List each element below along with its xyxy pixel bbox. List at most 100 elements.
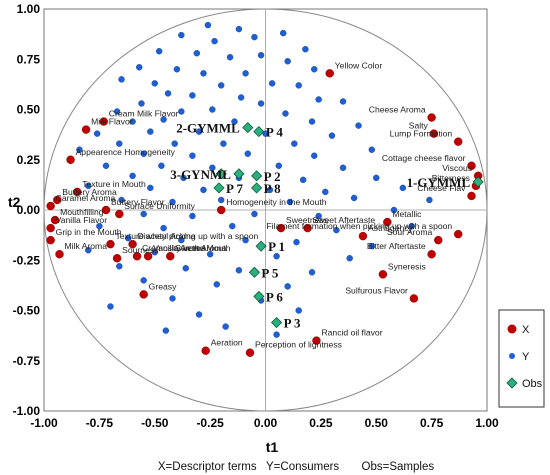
descriptor-point — [383, 217, 392, 227]
descriptor-point — [427, 113, 436, 122]
consumer-point — [151, 249, 158, 256]
consumer-point — [213, 281, 220, 288]
descriptor-label: Cheese Aroma — [369, 105, 426, 115]
consumer-point — [231, 118, 238, 125]
consumer-point — [262, 130, 269, 137]
consumer-point — [286, 198, 294, 206]
x-tick-label: -0.25 — [196, 416, 224, 430]
consumer-point — [222, 323, 229, 330]
consumer-point — [284, 283, 291, 290]
consumer-point — [138, 100, 145, 107]
sample-label: P 5 — [261, 265, 278, 280]
consumer-point — [273, 331, 280, 338]
sample-point — [253, 126, 265, 138]
sample-point — [255, 240, 267, 252]
consumer-point — [293, 238, 300, 246]
consumer-point — [257, 52, 265, 59]
sample-label: P 6 — [266, 289, 283, 304]
consumer-point — [355, 122, 362, 129]
consumer-point — [96, 222, 103, 230]
consumer-point — [211, 37, 218, 45]
descriptor-points — [46, 69, 483, 357]
sample-point — [251, 182, 263, 194]
descriptor-point — [139, 290, 148, 299]
x-tick-label: 0.00 — [254, 416, 278, 430]
consumer-point — [129, 118, 136, 125]
descriptor-point — [245, 348, 255, 357]
descriptor-point — [166, 252, 175, 261]
consumer-point — [237, 94, 245, 101]
descriptor-point — [312, 336, 321, 345]
descriptor-label: Perception of lightness — [255, 340, 342, 350]
descriptor-point — [55, 250, 64, 259]
descriptor-label: Aeration — [211, 338, 243, 348]
consumer-point — [102, 162, 110, 169]
consumer-point — [147, 128, 154, 135]
consumer-point — [164, 90, 172, 97]
consumer-point — [308, 118, 316, 125]
consumer-point — [118, 196, 125, 204]
descriptor-point — [429, 129, 439, 138]
consumer-point — [195, 311, 203, 318]
consumer-point — [275, 162, 282, 169]
consumer-point — [124, 234, 132, 242]
descriptor-point — [325, 69, 334, 78]
consumer-point — [85, 246, 92, 254]
descriptor-point — [73, 187, 82, 197]
consumer-point — [368, 242, 376, 250]
descriptor-label: Astringency — [368, 223, 414, 233]
sample-label: 3-GYNML — [170, 167, 231, 182]
consumer-point — [189, 212, 196, 220]
consumer-point — [308, 269, 316, 276]
descriptor-label: Cremosity in the Mouth — [142, 243, 231, 253]
consumer-point — [315, 212, 322, 220]
y-tick-labels: 1.00 0.75 0.50 0.25 0.00 -0.25 -0.50 -0.75 -1.00 — [13, 2, 41, 418]
consumer-point — [169, 198, 176, 206]
sample-point — [472, 176, 484, 188]
descriptor-label: Mouthfilling — [60, 207, 104, 217]
descriptor-label: Sulfurous Flavor — [345, 285, 408, 295]
sample-label: P 2 — [264, 169, 281, 184]
sample-point — [253, 290, 265, 302]
consumer-point — [280, 29, 287, 37]
sample-label: 1-GYMML — [407, 175, 471, 190]
sample-point — [248, 266, 260, 278]
consumer-point — [204, 21, 212, 29]
descriptor-point — [50, 215, 60, 225]
descriptor-point — [454, 137, 463, 146]
consumer-point — [299, 176, 307, 184]
x-tick-label: -0.50 — [141, 416, 169, 430]
consumer-point — [295, 307, 302, 314]
descriptor-label: Milk Aroma — [65, 241, 108, 251]
consumer-point — [226, 54, 234, 61]
consumer-point — [206, 251, 214, 258]
descriptor-point — [46, 223, 55, 233]
descriptor-label: Cream Milk Flavor — [109, 109, 179, 119]
descriptor-point — [358, 231, 368, 241]
consumer-point — [390, 206, 398, 214]
consumer-point — [399, 184, 407, 192]
descriptor-point — [128, 239, 137, 249]
y-tick-label: -0.75 — [13, 354, 41, 368]
descriptor-point — [106, 239, 115, 249]
descriptor-label: Lump Formation — [390, 129, 453, 139]
legend-label: Y — [522, 351, 530, 363]
x-axis-label: t1 — [266, 439, 279, 455]
consumer-point — [217, 82, 225, 89]
consumer-point — [118, 76, 125, 83]
descriptor-label: Greasy — [149, 281, 177, 291]
sample-label: P 8 — [264, 181, 281, 196]
legend-label: X — [522, 324, 530, 336]
descriptor-label: Sweet Aroma — [175, 243, 226, 253]
consumer-point — [178, 31, 185, 39]
consumer-point — [116, 140, 123, 147]
descriptor-label: Rancid oil flavor — [321, 328, 382, 338]
y-tick-label: 0.25 — [17, 153, 41, 167]
descriptor-label: Vanilla Aroma — [153, 243, 206, 253]
consumer-point — [266, 186, 274, 194]
x-tick-label: -0.75 — [86, 416, 114, 430]
descriptor-point — [46, 201, 55, 211]
consumer-point — [193, 50, 201, 57]
consumer-point — [235, 267, 243, 274]
consumer-point — [178, 108, 185, 115]
